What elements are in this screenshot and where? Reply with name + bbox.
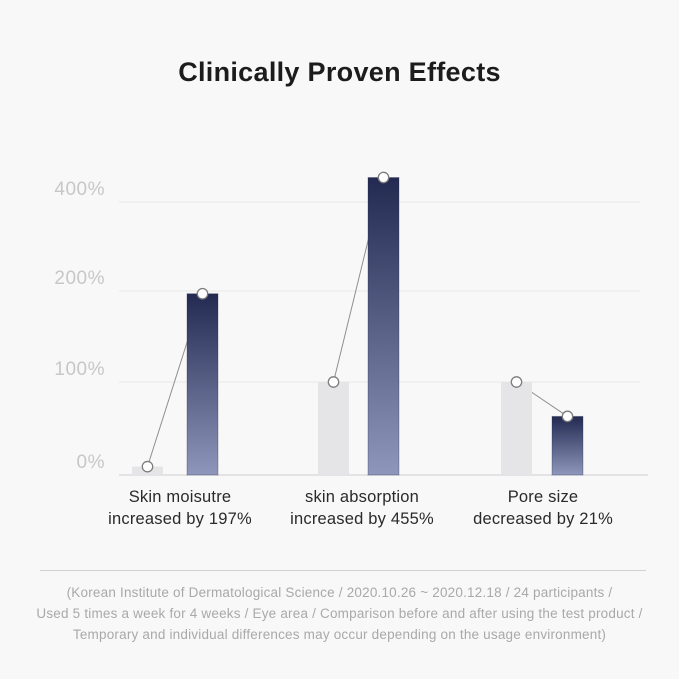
category-line2: increased by 197% xyxy=(108,510,252,528)
y-axis-tick-200: 200% xyxy=(54,268,105,289)
marker-before-group1 xyxy=(141,460,154,473)
category-line1: skin absorption xyxy=(305,488,419,506)
footnote-line2: Used 5 times a week for 4 weeks / Eye ar… xyxy=(36,606,643,621)
marker-after-group1 xyxy=(196,287,209,300)
category-label-pore-size: Pore size decreased by 21% xyxy=(423,486,663,530)
bar-after-group3 xyxy=(551,415,584,476)
marker-before-group3 xyxy=(510,376,523,388)
category-label-skin-absorption: skin absorption increased by 455% xyxy=(242,486,482,530)
bar-before-group2 xyxy=(318,382,349,475)
category-line2: decreased by 21% xyxy=(473,510,613,528)
bar-after-group1 xyxy=(186,293,219,476)
category-label-skin-moisture: Skin moisutre increased by 197% xyxy=(60,486,300,530)
footer-divider xyxy=(40,570,646,571)
category-line2: increased by 455% xyxy=(290,510,434,528)
bar-after-group2 xyxy=(367,177,400,476)
y-axis-tick-0: 0% xyxy=(76,452,105,473)
category-line1: Skin moisutre xyxy=(128,488,232,506)
footnote-line3: Temporary and individual differences may… xyxy=(72,627,607,642)
y-axis-tick-100: 100% xyxy=(54,359,105,380)
category-line1: Pore size xyxy=(507,488,579,506)
chart-title: Clinically Proven Effects xyxy=(178,57,501,87)
marker-before-group2 xyxy=(327,376,340,388)
marker-after-group3 xyxy=(561,410,574,423)
footnote-line1: (Korean Institute of Dermatological Scie… xyxy=(66,585,613,600)
bar-before-group3 xyxy=(501,382,532,475)
marker-after-group2 xyxy=(377,171,390,184)
footnote-text: (Korean Institute of Dermatological Scie… xyxy=(20,582,659,645)
y-axis-tick-400: 400% xyxy=(54,179,105,200)
